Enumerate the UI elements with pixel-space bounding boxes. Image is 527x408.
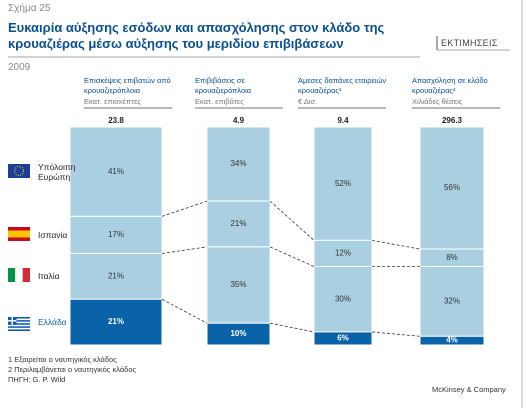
value-label: 17% bbox=[108, 230, 124, 239]
value-label: 6% bbox=[337, 334, 349, 343]
stamp: ΕΚΤΙΜΗΣΕΙΣ bbox=[441, 38, 498, 48]
column-header: Επιβιβάσεις σε κρουαζιερόπλοια bbox=[195, 76, 252, 95]
chart-title: Ευκαιρία αύξησης εσόδων και απασχόλησης … bbox=[8, 20, 385, 51]
connector bbox=[371, 239, 421, 250]
column-unit: Εκατ. επιβάτες bbox=[195, 97, 244, 106]
total-label: 23.8 bbox=[108, 116, 124, 125]
total-label: 4.9 bbox=[233, 116, 245, 125]
bar-segment bbox=[419, 126, 485, 250]
bar-segment bbox=[419, 335, 485, 346]
connector bbox=[161, 298, 208, 324]
connector bbox=[371, 331, 421, 337]
bar-segment bbox=[206, 322, 271, 346]
connector bbox=[161, 200, 208, 217]
value-label: 21% bbox=[108, 271, 124, 280]
column-unit: Χιλιάδες θέσεις bbox=[412, 97, 463, 106]
column-unit: € Δισ. bbox=[298, 97, 318, 106]
value-label: 56% bbox=[444, 183, 460, 192]
chart-subtitle: 2009 bbox=[8, 62, 31, 73]
connector bbox=[269, 246, 315, 267]
legend-label: Υπόλοιπη Ευρώπη bbox=[38, 161, 76, 182]
bar-segment bbox=[69, 298, 163, 346]
legend-label: Ισπανία bbox=[38, 229, 68, 240]
legend-label: Ιταλία bbox=[38, 271, 60, 282]
value-label: 41% bbox=[108, 167, 124, 176]
connector bbox=[269, 322, 315, 333]
bar-segment bbox=[313, 266, 373, 333]
bar-segment bbox=[313, 239, 373, 268]
value-label: 12% bbox=[335, 249, 351, 258]
brand: McKinsey & Company bbox=[432, 385, 506, 394]
flag-gr bbox=[8, 317, 30, 331]
value-label: 30% bbox=[335, 294, 351, 303]
footnote: ΠΗΓΗ: G. P. Wild bbox=[8, 375, 66, 384]
connector bbox=[161, 246, 208, 254]
bar-segment bbox=[419, 266, 485, 337]
flag-es bbox=[8, 227, 30, 241]
value-label: 10% bbox=[230, 329, 246, 338]
bar-segment bbox=[206, 200, 271, 248]
bar-segment bbox=[69, 215, 163, 254]
flag-eu bbox=[8, 164, 30, 178]
column-header: Επισκέψεις επιβατών από κρουαζιερόπλοια bbox=[84, 76, 171, 95]
value-label: 32% bbox=[444, 297, 460, 306]
bar-segment bbox=[69, 126, 163, 217]
column-unit: Εκατ. επισκέπτες bbox=[84, 97, 142, 106]
footnotes: 1 Εξαιρείται ο ναυτηγικός κλάδος 2 Περιλ… bbox=[8, 355, 136, 385]
legend-label: Ελλάδα bbox=[38, 317, 67, 328]
column-header: Άμεσες δαπάνες εταιρειών κρουαζιέρας¹ bbox=[298, 76, 387, 95]
footnote: 1 Εξαιρείται ο ναυτηγικός κλάδος bbox=[8, 355, 117, 364]
value-label: 35% bbox=[230, 280, 246, 289]
total-label: 296.3 bbox=[442, 116, 463, 125]
bar-segment bbox=[313, 331, 373, 346]
bar-segment bbox=[206, 246, 271, 324]
value-label: 21% bbox=[108, 317, 124, 326]
value-label: 34% bbox=[230, 159, 246, 168]
footnote: 2 Περιλαμβάνεται ο ναυτηγικός κλάδος bbox=[8, 365, 137, 374]
value-label: 8% bbox=[446, 253, 458, 262]
total-label: 9.4 bbox=[337, 116, 349, 125]
connector bbox=[269, 200, 315, 241]
column-header: Απασχόληση σε κλάδο κρουαζιέρας² bbox=[412, 76, 488, 95]
value-label: 4% bbox=[446, 336, 458, 345]
flag-it bbox=[8, 267, 30, 283]
bar-segment bbox=[313, 126, 373, 241]
value-label: 52% bbox=[335, 179, 351, 188]
value-label: 21% bbox=[230, 219, 246, 228]
bar-segment bbox=[206, 126, 271, 202]
figure-label: Σχήμα 25 bbox=[8, 3, 51, 14]
